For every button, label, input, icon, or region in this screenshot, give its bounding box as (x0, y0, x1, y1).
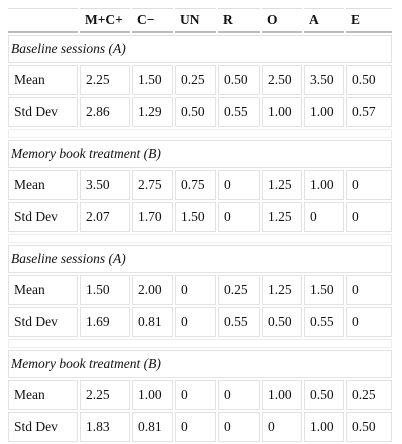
data-cell: 0.25 (346, 380, 392, 410)
section-row: Baseline sessions (A) (8, 35, 392, 63)
spacer-cell (8, 234, 392, 243)
section-title: Memory book treatment (B) (8, 140, 392, 168)
data-cell: 0.25 (218, 275, 260, 305)
section-row: Baseline sessions (A) (8, 245, 392, 273)
data-cell: 0.50 (262, 307, 302, 337)
data-cell: 0.50 (175, 97, 216, 127)
spacer-cell (8, 129, 392, 138)
data-cell: 2.86 (80, 97, 130, 127)
header-cell (8, 8, 78, 33)
data-row: Mean 3.50 2.75 0.75 0 1.25 1.00 0 (8, 170, 392, 200)
spacer-row (8, 234, 392, 243)
data-cell: 1.00 (262, 380, 302, 410)
data-cell: 3.50 (304, 65, 344, 95)
data-cell: 0 (346, 275, 392, 305)
data-cell: 1.00 (132, 380, 173, 410)
data-table: M+C+ C− UN R O A E Baseline sessions (A) Mean 2.2… (6, 6, 394, 444)
section-title: Memory book treatment (B) (8, 350, 392, 378)
data-cell: 0 (346, 170, 392, 200)
data-cell: 1.50 (80, 275, 130, 305)
data-cell: 0 (175, 307, 216, 337)
column-header: M+C+ (80, 8, 130, 33)
spacer-row (8, 129, 392, 138)
data-cell: 1.70 (132, 202, 173, 232)
data-cell: 0.50 (346, 65, 392, 95)
data-cell: 1.00 (304, 97, 344, 127)
data-cell: 0 (175, 275, 216, 305)
data-cell: 1.50 (304, 275, 344, 305)
data-cell: 0 (346, 307, 392, 337)
data-cell: 1.29 (132, 97, 173, 127)
row-label: Mean (8, 380, 78, 410)
data-cell: 0.75 (175, 170, 216, 200)
data-cell: 1.25 (262, 275, 302, 305)
section-row: Memory book treatment (B) (8, 140, 392, 168)
column-header: A (304, 8, 344, 33)
data-cell: 1.25 (262, 170, 302, 200)
data-cell: 0.57 (346, 97, 392, 127)
spacer-cell (8, 339, 392, 348)
data-row: Std Dev 1.83 0.81 0 0 0 1.00 0.50 (8, 412, 392, 442)
header-row: M+C+ C− UN R O A E (8, 8, 392, 33)
column-header: E (346, 8, 392, 33)
row-label: Std Dev (8, 307, 78, 337)
row-label: Std Dev (8, 97, 78, 127)
data-cell: 1.00 (304, 170, 344, 200)
data-cell: 0 (304, 202, 344, 232)
spacer-row (8, 339, 392, 348)
data-row: Mean 1.50 2.00 0 0.25 1.25 1.50 0 (8, 275, 392, 305)
column-header: O (262, 8, 302, 33)
data-row: Std Dev 2.07 1.70 1.50 0 1.25 0 0 (8, 202, 392, 232)
table-body: M+C+ C− UN R O A E Baseline sessions (A) Mean 2.2… (8, 8, 392, 442)
column-header: R (218, 8, 260, 33)
data-row: Mean 2.25 1.50 0.25 0.50 2.50 3.50 0.50 (8, 65, 392, 95)
section-title: Baseline sessions (A) (8, 35, 392, 63)
column-header: UN (175, 8, 216, 33)
section-title: Baseline sessions (A) (8, 245, 392, 273)
data-cell: 0.50 (304, 380, 344, 410)
data-cell: 0 (218, 202, 260, 232)
data-cell: 0.55 (218, 97, 260, 127)
data-cell: 0 (346, 202, 392, 232)
data-cell: 2.07 (80, 202, 130, 232)
data-cell: 0.55 (304, 307, 344, 337)
data-cell: 0.55 (218, 307, 260, 337)
data-cell: 2.25 (80, 380, 130, 410)
data-cell: 1.69 (80, 307, 130, 337)
section-row: Memory book treatment (B) (8, 350, 392, 378)
data-cell: 1.00 (262, 97, 302, 127)
data-row: Std Dev 1.69 0.81 0 0.55 0.50 0.55 0 (8, 307, 392, 337)
data-cell: 2.25 (80, 65, 130, 95)
data-cell: 3.50 (80, 170, 130, 200)
data-cell: 0 (175, 380, 216, 410)
data-cell: 2.75 (132, 170, 173, 200)
row-label: Std Dev (8, 202, 78, 232)
data-cell: 0 (218, 170, 260, 200)
data-cell: 1.50 (175, 202, 216, 232)
data-cell: 1.25 (262, 202, 302, 232)
data-cell: 2.50 (262, 65, 302, 95)
data-row: Mean 2.25 1.00 0 0 1.00 0.50 0.25 (8, 380, 392, 410)
data-row: Std Dev 2.86 1.29 0.50 0.55 1.00 1.00 0.57 (8, 97, 392, 127)
data-cell: 0.81 (132, 307, 173, 337)
data-cell: 0.50 (218, 65, 260, 95)
data-cell: 2.00 (132, 275, 173, 305)
row-label: Mean (8, 170, 78, 200)
data-cell: 1.50 (132, 65, 173, 95)
data-cell: 0.25 (175, 65, 216, 95)
row-label: Mean (8, 275, 78, 305)
row-label: Mean (8, 65, 78, 95)
data-cell: 0 (218, 380, 260, 410)
column-header: C− (132, 8, 173, 33)
